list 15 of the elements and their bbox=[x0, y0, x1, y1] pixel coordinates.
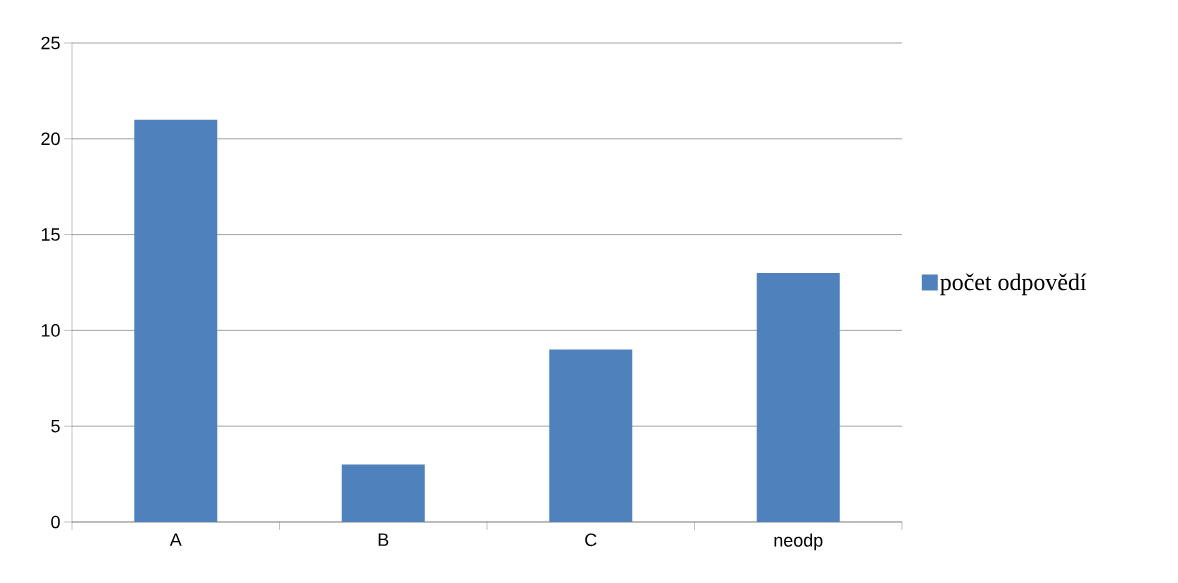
y-tick-label: 15 bbox=[41, 228, 60, 241]
y-tick-label: 20 bbox=[41, 132, 60, 146]
x-tick-label: A bbox=[169, 533, 182, 546]
x-tick-label: neodp bbox=[774, 533, 823, 551]
legend-label: počet odpovědí bbox=[940, 273, 1087, 296]
bar bbox=[134, 119, 218, 522]
y-tick-label: 10 bbox=[41, 324, 60, 337]
x-tick-label: B bbox=[378, 533, 389, 546]
bar bbox=[549, 349, 633, 522]
y-tick-label: 5 bbox=[51, 419, 60, 433]
bar bbox=[756, 272, 840, 522]
y-tick-label: 25 bbox=[41, 36, 60, 50]
x-tick-label: C bbox=[585, 533, 597, 547]
y-tick-label: 0 bbox=[51, 515, 60, 529]
bar bbox=[341, 464, 425, 522]
